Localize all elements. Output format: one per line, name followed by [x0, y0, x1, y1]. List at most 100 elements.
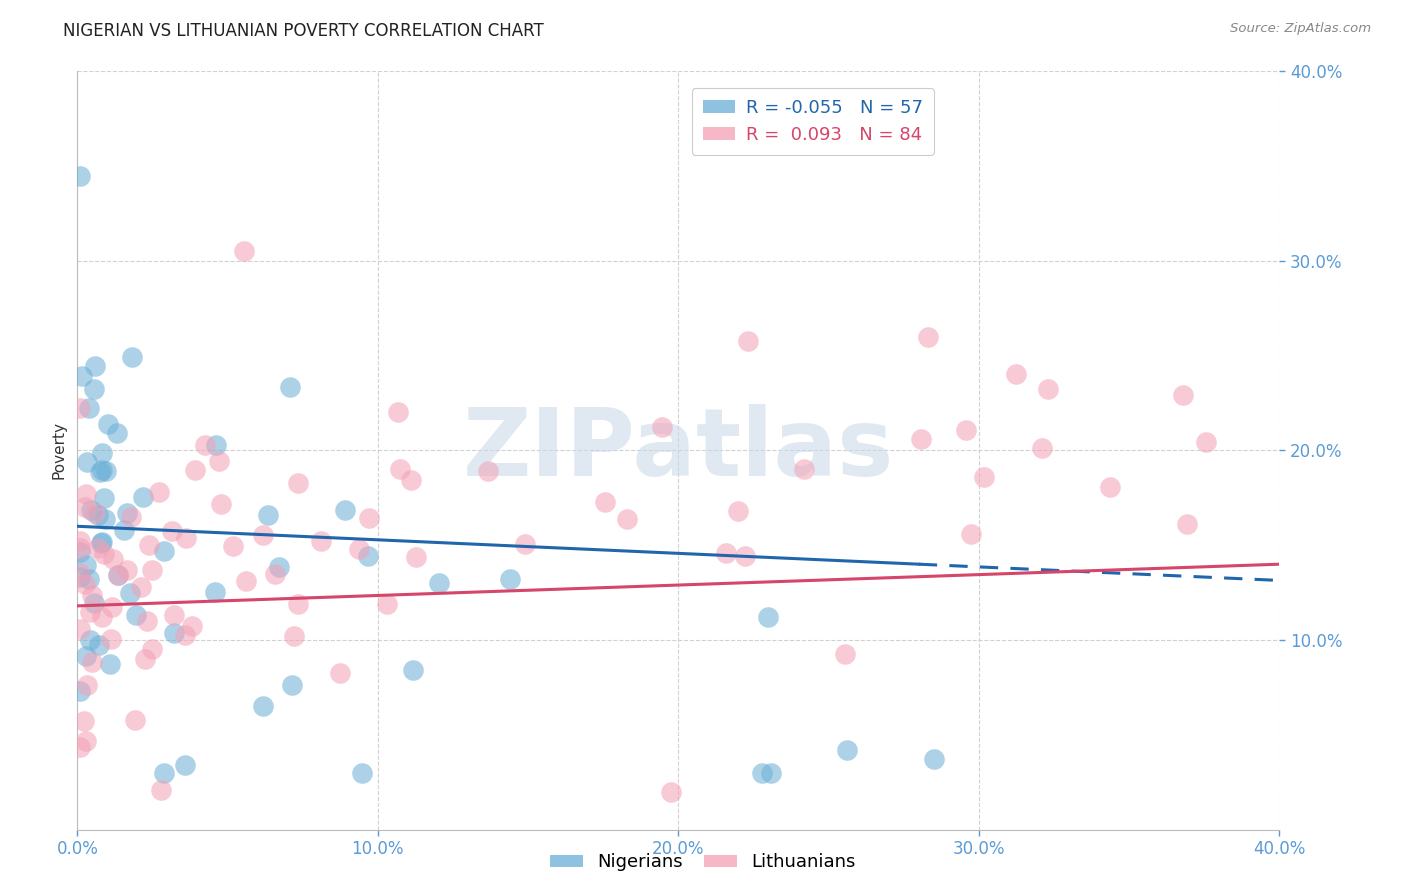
Point — [121, 350, 143, 364]
Point — [235, 574, 257, 589]
Point — [160, 524, 183, 538]
Point — [477, 464, 499, 478]
Point — [184, 463, 207, 477]
Point — [309, 534, 332, 549]
Point — [107, 568, 129, 582]
Point — [129, 580, 152, 594]
Point — [82, 655, 104, 669]
Point — [75, 500, 97, 515]
Point — [287, 597, 309, 611]
Point — [69, 533, 91, 548]
Point — [76, 678, 98, 692]
Point — [401, 663, 423, 677]
Point — [835, 743, 858, 757]
Point — [150, 782, 173, 797]
Point — [174, 758, 197, 772]
Point — [793, 462, 815, 476]
Point — [910, 432, 932, 446]
Point — [399, 473, 422, 487]
Point — [120, 509, 142, 524]
Point — [513, 537, 536, 551]
Point — [69, 622, 91, 636]
Point — [264, 567, 287, 582]
Point — [651, 419, 673, 434]
Point — [163, 608, 186, 623]
Point — [148, 484, 170, 499]
Point — [120, 585, 142, 599]
Point — [181, 619, 204, 633]
Point — [222, 539, 245, 553]
Point — [100, 600, 122, 615]
Point — [375, 597, 398, 611]
Point — [756, 610, 779, 624]
Point — [204, 585, 226, 599]
Point — [357, 549, 380, 563]
Point — [737, 334, 759, 349]
Point — [124, 713, 146, 727]
Point — [955, 423, 977, 437]
Point — [352, 765, 374, 780]
Point — [138, 538, 160, 552]
Point — [87, 508, 110, 522]
Point — [132, 490, 155, 504]
Point — [1098, 480, 1121, 494]
Point — [80, 502, 103, 516]
Point — [388, 462, 411, 476]
Point — [80, 588, 103, 602]
Point — [69, 684, 91, 698]
Point — [917, 330, 939, 344]
Legend: Nigerians, Lithuanians: Nigerians, Lithuanians — [543, 847, 863, 879]
Point — [208, 453, 231, 467]
Point — [280, 678, 302, 692]
Legend: R = -0.055   N = 57, R =  0.093   N = 84: R = -0.055 N = 57, R = 0.093 N = 84 — [692, 88, 934, 154]
Point — [73, 714, 96, 728]
Point — [278, 379, 301, 393]
Y-axis label: Poverty: Poverty — [51, 421, 66, 480]
Point — [209, 497, 232, 511]
Point — [86, 541, 108, 555]
Point — [387, 404, 409, 418]
Point — [83, 596, 105, 610]
Point — [91, 534, 114, 549]
Point — [94, 512, 117, 526]
Point — [115, 563, 138, 577]
Point — [100, 632, 122, 647]
Point — [335, 503, 357, 517]
Point — [93, 491, 115, 505]
Point — [73, 577, 96, 591]
Point — [69, 570, 91, 584]
Point — [205, 437, 228, 451]
Point — [256, 508, 278, 522]
Point — [1175, 516, 1198, 531]
Point — [174, 628, 197, 642]
Point — [427, 575, 450, 590]
Point — [347, 542, 370, 557]
Point — [94, 464, 117, 478]
Point — [1195, 434, 1218, 449]
Point — [252, 528, 274, 542]
Point — [69, 545, 91, 559]
Point — [91, 610, 114, 624]
Point — [834, 648, 856, 662]
Point — [287, 475, 309, 490]
Point — [79, 605, 101, 619]
Point — [153, 765, 176, 780]
Point — [252, 698, 274, 713]
Point — [714, 546, 737, 560]
Point — [616, 511, 638, 525]
Point — [1036, 382, 1059, 396]
Point — [103, 552, 125, 566]
Point — [91, 445, 114, 459]
Point — [75, 487, 97, 501]
Text: NIGERIAN VS LITHUANIAN POVERTY CORRELATION CHART: NIGERIAN VS LITHUANIAN POVERTY CORRELATI… — [63, 22, 544, 40]
Point — [283, 629, 305, 643]
Point — [83, 359, 105, 373]
Point — [72, 369, 94, 384]
Point — [107, 567, 129, 582]
Point — [105, 425, 128, 440]
Point — [84, 506, 107, 520]
Point — [973, 470, 995, 484]
Point — [1031, 441, 1053, 455]
Point — [100, 657, 122, 672]
Point — [69, 740, 91, 755]
